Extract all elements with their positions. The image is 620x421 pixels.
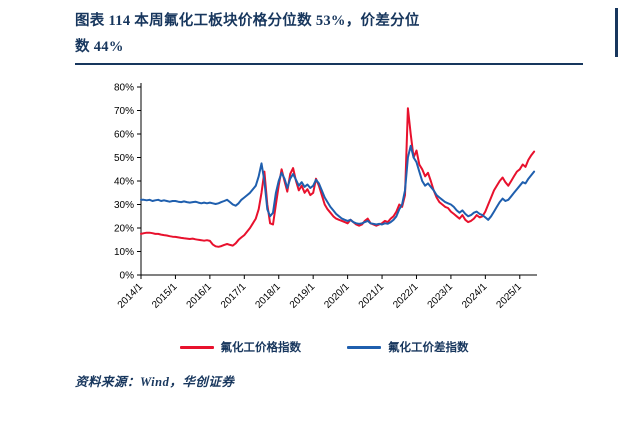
legend-item-spread-index: 氟化工价差指数 <box>347 339 469 355</box>
svg-text:20%: 20% <box>114 224 134 235</box>
svg-text:50%: 50% <box>114 153 134 164</box>
svg-text:2020/1: 2020/1 <box>322 281 352 311</box>
chart-canvas: 0%10%20%30%40%50%60%70%80%2014/1 2015/1 20… <box>114 83 537 311</box>
svg-text:40%: 40% <box>114 177 134 188</box>
red-line-swatch <box>179 345 214 349</box>
svg-text:60%: 60% <box>114 130 134 141</box>
svg-text:2025/1: 2025/1 <box>494 281 524 311</box>
svg-text:30%: 30% <box>114 200 134 211</box>
legend-item-price-index: 氟化工价格指数 <box>179 339 302 355</box>
svg-text:2019/1: 2019/1 <box>288 281 318 311</box>
source-note: 资料来源：Wind，华创证券 <box>75 375 235 390</box>
svg-text:2018/1: 2018/1 <box>253 281 283 311</box>
chart-legend: 氟化工价格指数 氟化工价差指数 <box>89 339 559 355</box>
figure-title-line2: 数 44% <box>75 39 124 56</box>
svg-text:2022/1: 2022/1 <box>391 281 421 311</box>
figure-block: 图表 114 本周氟化工板块价格分位数 53%，价差分位 数 44% 0% 10%… <box>75 8 583 390</box>
svg-text:2015/1: 2015/1 <box>150 281 180 311</box>
svg-text:2016/1: 2016/1 <box>185 281 215 311</box>
svg-text:0%: 0% <box>120 271 135 282</box>
svg-text:2017/1: 2017/1 <box>219 281 249 311</box>
figure-title-line1: 图表 114 本周氟化工板块价格分位数 53%，价差分位 <box>75 13 420 29</box>
figure-title: 图表 114 本周氟化工板块价格分位数 53%，价差分位 数 44% <box>75 8 583 60</box>
svg-text:2014/1: 2014/1 <box>116 281 146 311</box>
svg-text:2023/1: 2023/1 <box>426 281 456 311</box>
svg-text:80%: 80% <box>114 83 134 94</box>
svg-text:10%: 10% <box>114 247 134 258</box>
title-underline <box>75 63 583 66</box>
svg-text:2024/1: 2024/1 <box>460 281 490 311</box>
legend-label: 氟化工价格指数 <box>220 342 302 355</box>
svg-text:70%: 70% <box>114 106 134 117</box>
adjacent-column-divider <box>615 8 618 57</box>
legend-label: 氟化工价差指数 <box>388 342 469 355</box>
line-chart: 0% 10% 20% 30% 40% 50% 60% 70% 80% 2014/1 2015/1 20… <box>89 77 559 345</box>
blue-line-swatch <box>347 345 381 349</box>
svg-text:2021/1: 2021/1 <box>357 281 387 311</box>
